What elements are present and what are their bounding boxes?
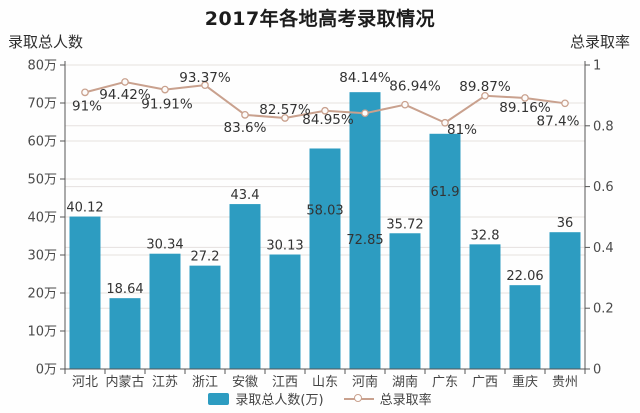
- bar-value-label: 22.06: [506, 269, 543, 284]
- rate-value-label: 89.16%: [499, 100, 551, 116]
- line-point-江苏[interactable]: [161, 85, 169, 94]
- legend-bar-label: 录取总人数(万): [235, 393, 324, 408]
- bar-江西[interactable]: [269, 254, 301, 369]
- bar-value-label: 36: [557, 216, 574, 231]
- bar-安徽[interactable]: [229, 204, 261, 369]
- category-label-江西: 江西: [272, 375, 298, 390]
- chart-title: 2017年各地高考录取情况: [204, 8, 436, 30]
- rate-value-label: 94.42%: [99, 87, 151, 103]
- bar-河南[interactable]: [349, 92, 381, 370]
- category-label-湖南: 湖南: [392, 374, 418, 390]
- rate-value-label: 91.91%: [141, 97, 193, 113]
- right-axis-tick-label: 0.2: [593, 302, 614, 317]
- bar-series-swatch: [208, 392, 230, 405]
- category-label-广东: 广东: [432, 375, 458, 390]
- rate-value-label: 84.14%: [339, 70, 391, 86]
- bar-value-label: 35.72: [386, 217, 423, 232]
- line-point-江西[interactable]: [281, 114, 289, 122]
- category-label-浙江: 浙江: [192, 375, 218, 390]
- right-axis-tick-label: 0.4: [593, 241, 614, 256]
- line-series-swatch: [343, 393, 374, 404]
- legend-line-label: 总录取率: [379, 393, 432, 408]
- bar-value-label: 30.13: [266, 239, 303, 254]
- category-label-贵州: 贵州: [552, 375, 578, 390]
- category-label-河南: 河南: [352, 374, 378, 390]
- legend-item-line[interactable]: 总录取率: [343, 389, 432, 408]
- rate-value-label: 82.57%: [259, 102, 311, 118]
- rate-value-label: 81%: [447, 122, 477, 138]
- bar-广西[interactable]: [469, 244, 501, 369]
- line-point-湖南[interactable]: [401, 100, 409, 109]
- left-axis-tick-label: 80万: [27, 59, 57, 74]
- line-point-浙江[interactable]: [201, 81, 209, 90]
- left-axis-tick-label: 50万: [27, 173, 57, 188]
- legend-item-bar[interactable]: 录取总人数(万): [208, 389, 324, 408]
- bar-河北[interactable]: [69, 216, 101, 369]
- bar-浙江[interactable]: [189, 265, 221, 369]
- rate-value-label: 91%: [72, 98, 102, 114]
- bar-重庆[interactable]: [509, 285, 541, 369]
- bar-湖南[interactable]: [389, 233, 421, 369]
- left-axis-tick-label: 30万: [27, 249, 57, 264]
- line-point-河南[interactable]: [361, 109, 369, 118]
- bar-value-label: 30.34: [146, 238, 183, 253]
- rate-value-label: 87.4%: [537, 113, 580, 129]
- line-point-广东[interactable]: [441, 118, 449, 127]
- category-label-河北: 河北: [72, 375, 98, 390]
- bar-value-label: 18.64: [106, 282, 143, 297]
- right-axis-tick-label: 0.6: [593, 180, 614, 195]
- left-axis-name: 录取总人数: [8, 33, 84, 51]
- bar-value-label: 40.12: [66, 201, 103, 216]
- bar-江苏[interactable]: [149, 253, 181, 369]
- rate-value-label: 84.95%: [302, 112, 354, 128]
- right-axis-name: 总录取率: [569, 33, 630, 51]
- bar-value-label: 32.8: [471, 228, 500, 243]
- line-point-重庆[interactable]: [521, 94, 529, 102]
- left-axis-tick-label: 40万: [27, 211, 57, 226]
- left-axis-tick-label: 0万: [36, 363, 57, 378]
- bar-value-label: 72.85: [346, 233, 383, 248]
- left-axis-tick-label: 70万: [27, 97, 57, 112]
- line-point-内蒙古[interactable]: [121, 78, 129, 86]
- category-label-广西: 广西: [472, 375, 498, 390]
- bar-value-label: 43.4: [231, 188, 260, 203]
- bar-山东[interactable]: [309, 148, 341, 369]
- chart-legend: 录取总人数(万) 总录取率: [0, 389, 640, 408]
- category-label-安徽: 安徽: [232, 375, 258, 390]
- category-label-山东: 山东: [312, 375, 338, 390]
- bar-贵州[interactable]: [549, 232, 581, 369]
- bar-value-label: 27.2: [191, 250, 220, 265]
- category-label-内蒙古: 内蒙古: [105, 374, 144, 390]
- left-axis-tick-label: 10万: [27, 325, 57, 340]
- line-point-安徽[interactable]: [241, 111, 249, 119]
- bar-value-label: 61.9: [431, 185, 460, 200]
- bar-value-label: 58.03: [306, 203, 343, 218]
- right-axis-tick-label: 0: [593, 363, 601, 378]
- category-label-江苏: 江苏: [152, 374, 178, 390]
- category-label-重庆: 重庆: [512, 374, 538, 390]
- bar-广东[interactable]: [429, 133, 461, 369]
- left-axis-tick-label: 60万: [27, 135, 57, 150]
- right-axis-tick-label: 1: [593, 59, 601, 74]
- rate-value-label: 93.37%: [179, 70, 231, 86]
- line-point-贵州[interactable]: [561, 99, 569, 108]
- line-point-山东[interactable]: [321, 106, 329, 115]
- left-axis-tick-label: 20万: [27, 287, 57, 302]
- line-point-河北[interactable]: [81, 88, 89, 97]
- line-point-广西[interactable]: [481, 91, 489, 100]
- rate-value-label: 89.87%: [459, 79, 511, 95]
- right-axis-tick-label: 0.8: [593, 119, 614, 134]
- bar-内蒙古[interactable]: [109, 298, 141, 369]
- rate-value-label: 86.94%: [389, 79, 441, 95]
- line-swatch-marker-icon: [353, 393, 362, 402]
- rate-value-label: 83.6%: [224, 120, 267, 136]
